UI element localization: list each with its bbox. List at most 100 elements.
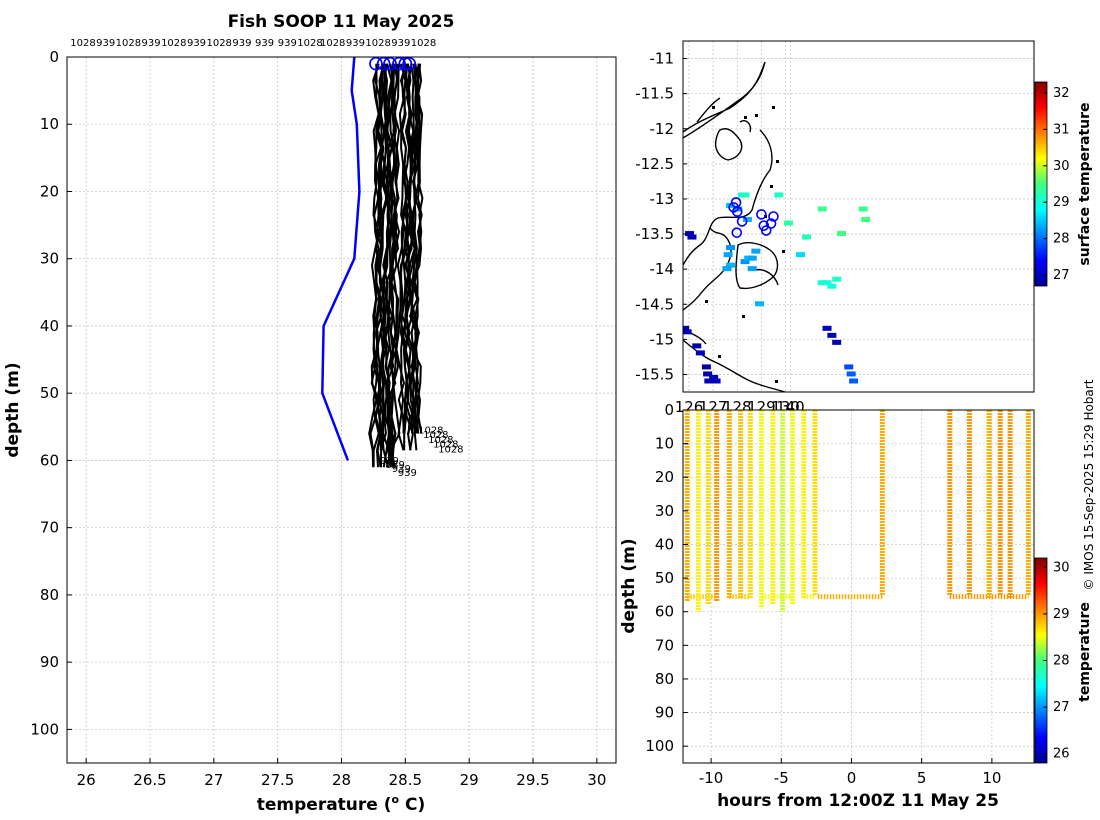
profile-top-id: 1028 xyxy=(297,38,322,49)
temperature-cell xyxy=(817,280,827,286)
temperature-cell xyxy=(747,266,757,272)
temperature-cell xyxy=(844,364,854,370)
profile-top-id: 1028 xyxy=(70,38,95,49)
section-colorbar-tick-label: 26 xyxy=(1053,747,1070,762)
section-y-tick-label: 90 xyxy=(655,704,674,722)
section-colorbar-tick-label: 28 xyxy=(1053,654,1070,669)
temperature-cell xyxy=(709,374,719,380)
temperature-cell xyxy=(726,245,736,251)
profile-x-tick-label: 28.5 xyxy=(389,771,422,789)
temperature-cell xyxy=(827,332,837,338)
surface-marker xyxy=(402,57,416,71)
temperature-cell xyxy=(849,378,859,384)
temperature-profile-line xyxy=(414,63,424,434)
section-frame xyxy=(682,409,1035,764)
surface-markers xyxy=(369,57,416,71)
temperature-cell xyxy=(832,339,842,345)
section-y-tick-label: 30 xyxy=(655,502,674,520)
profile-x-tick-label: 30 xyxy=(587,771,606,789)
temperature-cell xyxy=(774,192,784,198)
profile-x-tick-label: 27 xyxy=(204,771,223,789)
ship-marker xyxy=(758,220,770,231)
map-colorbar xyxy=(1034,81,1048,287)
section-colorbar-tick-label: 29 xyxy=(1053,607,1070,622)
temperature-cell xyxy=(704,378,714,384)
map-y-tick-label: -11 xyxy=(650,50,675,68)
section-colorbar-tick-label: 27 xyxy=(1053,700,1070,715)
profile-y-tick-label: 20 xyxy=(40,182,59,200)
profile-top-id: 939 xyxy=(255,38,274,49)
profile-y-tick-label: 10 xyxy=(40,115,59,133)
section-x-tick-label: 0 xyxy=(847,769,857,787)
profile-y-tick-label: 40 xyxy=(40,317,59,335)
profile-bottom-id: 1028 xyxy=(423,430,448,441)
section-x-tick-label: 10 xyxy=(982,769,1001,787)
section-panel: -10 -5 0 5 10 0 10 20 30 40 50 60 70 80 90 100 hours f… xyxy=(619,401,1093,811)
map-y-tick-label: -12.5 xyxy=(635,155,674,173)
profile-top-id: 939 xyxy=(96,38,115,49)
temperature-cell xyxy=(747,255,757,261)
surface-marker xyxy=(369,57,383,71)
profile-x-tick-label: 29 xyxy=(460,771,479,789)
temperature-cell xyxy=(726,262,736,268)
section-y-tick-label: 80 xyxy=(655,670,674,688)
profile-panel: Fish SOOP 11 May 2025 1028 939 1028 939 1028… xyxy=(3,12,617,815)
ship-marker xyxy=(768,211,779,222)
section-y-ticks: 0 10 20 30 40 50 60 70 80 90 100 xyxy=(645,401,688,755)
temperature-cell xyxy=(754,301,764,307)
profile-y-tick-label: 70 xyxy=(40,519,59,537)
temperature-cell xyxy=(683,325,690,331)
temperature-cell xyxy=(685,231,695,237)
surface-marker xyxy=(398,57,413,71)
section-colorbar-ticks: 26 27 28 29 30 xyxy=(1043,560,1070,762)
ship-marker xyxy=(731,206,743,217)
temperature-cell xyxy=(846,371,856,377)
profile-bottom-id: 939 xyxy=(398,468,417,479)
section-y-tick-label: 100 xyxy=(645,737,674,755)
temperature-cell xyxy=(796,252,805,258)
section-y-tick-label: 40 xyxy=(655,535,674,553)
map-y-tick-label: -13.5 xyxy=(635,225,674,243)
map-y-tick-label: -14.5 xyxy=(635,295,674,313)
section-y-tick-label: 70 xyxy=(655,636,674,654)
profile-y-tick-label: 80 xyxy=(40,586,59,604)
section-y-label: depth (m) xyxy=(619,538,639,633)
temperature-cell xyxy=(822,325,832,331)
map-colorbar-tick-label: 29 xyxy=(1053,195,1070,210)
profile-top-id: 939 xyxy=(278,38,297,49)
temperature-cell xyxy=(858,206,868,212)
section-y-tick-label: 60 xyxy=(655,603,674,621)
profile-top-id: 939 xyxy=(391,38,410,49)
temperature-cell xyxy=(817,206,827,212)
temperature-cell xyxy=(722,266,732,272)
profile-x-tick-label: 28 xyxy=(332,771,351,789)
temperature-profile-line xyxy=(389,63,401,468)
ship-marker xyxy=(736,216,748,227)
temperature-profile-line xyxy=(406,63,416,451)
profile-bottom-id: 1028 xyxy=(433,440,458,451)
surface-marker xyxy=(392,57,406,71)
temperature-profile-line xyxy=(390,63,400,468)
section-x-tick-label: 5 xyxy=(917,769,927,787)
profile-lines xyxy=(368,63,424,468)
profile-y-tick-label: 90 xyxy=(40,653,59,671)
ship-marker xyxy=(731,227,743,238)
temperature-cell xyxy=(703,371,713,377)
profile-top-id: 1028 xyxy=(320,38,345,49)
map-colorbar-tick-label: 31 xyxy=(1053,122,1070,137)
temperature-cell xyxy=(740,192,750,198)
profile-bottom-id: 1028 xyxy=(418,426,443,437)
map-y-ticks: -11 -11.5 -12 -12.5 -13 -13.5 -14 -14.5 -15 -15.5 xyxy=(635,50,687,383)
profile-title: Fish SOOP 11 May 2025 xyxy=(228,12,455,32)
map-y-tick-label: -14 xyxy=(650,260,675,278)
map-y-tick-label: -11.5 xyxy=(635,85,674,103)
map-colorbar-tick-label: 32 xyxy=(1053,86,1070,101)
map-frame xyxy=(682,40,1035,393)
temperature-cell xyxy=(695,350,705,356)
profile-top-id: 1028 xyxy=(411,38,436,49)
profile-bottom-id: 1028 xyxy=(428,435,453,446)
temperature-cell xyxy=(701,364,711,370)
temperature-cell xyxy=(827,283,837,289)
